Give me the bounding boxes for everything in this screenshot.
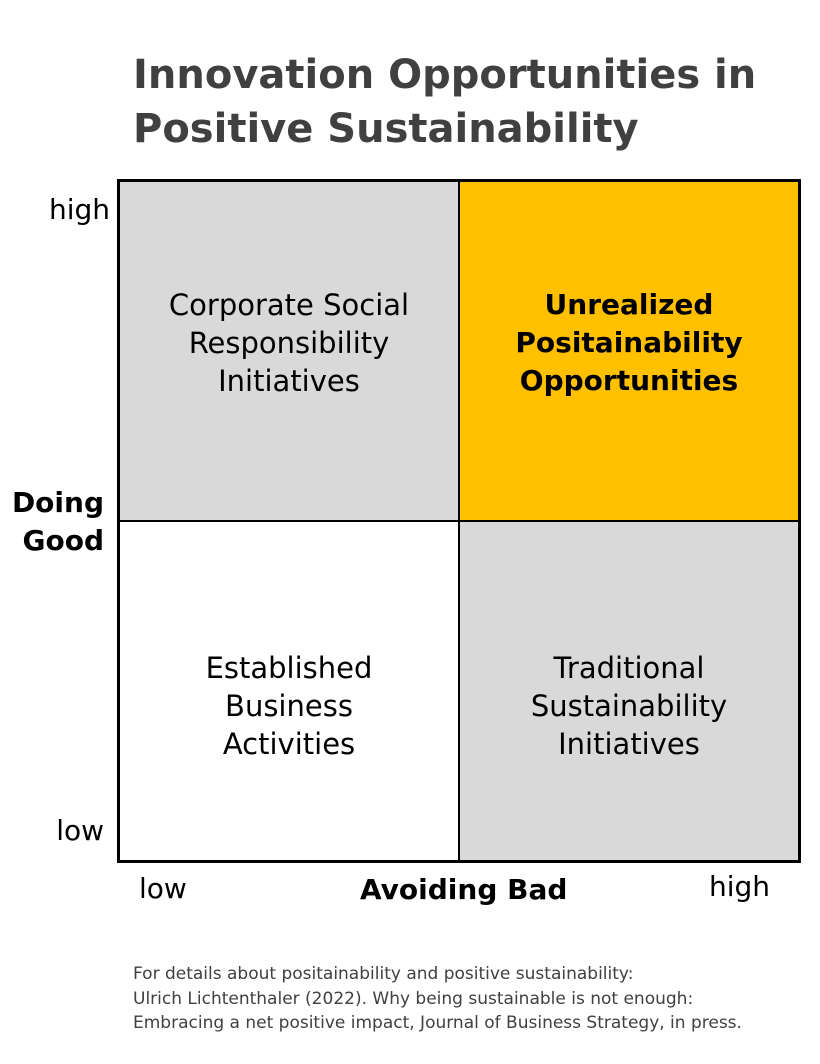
quadrant-bottom-left-line-1: Established	[205, 651, 373, 685]
quadrant-top-left-line-2: Responsibility	[188, 326, 390, 360]
title-line-2: Positive Sustainability	[133, 106, 639, 152]
quadrant-bottom-left-line-2: Business	[225, 689, 353, 723]
quadrant-top-right-line-3: Opportunities	[519, 364, 739, 397]
source-line-2: Ulrich Lichtenthaler (2022). Why being s…	[133, 988, 694, 1009]
x-axis-label: Avoiding Bad	[360, 873, 568, 906]
quadrant-top-right-line-1: Unrealized	[544, 288, 714, 321]
x-axis-high-label: high	[709, 870, 771, 903]
quadrant-bottom-left: Established Business Activities	[120, 521, 459, 860]
y-axis-label: Doing Good	[12, 484, 104, 560]
diagram-title: Innovation Opportunities in Positive Sus…	[133, 48, 793, 156]
quadrant-bottom-right-line-1: Traditional	[553, 651, 705, 685]
quadrant-bottom-right-line-2: Sustainability	[530, 689, 728, 723]
quadrant-top-left-line-3: Initiatives	[218, 364, 360, 398]
quadrant-top-left: Corporate Social Responsibility Initiati…	[120, 182, 459, 521]
y-axis-label-line-2: Good	[22, 524, 105, 557]
title-line-1: Innovation Opportunities in	[133, 52, 757, 98]
y-axis-high-label: high	[48, 193, 110, 226]
quadrant-top-right-line-2: Positainability	[515, 326, 743, 359]
y-axis-low-label: low	[56, 814, 104, 847]
quadrant-bottom-right-line-3: Initiatives	[558, 727, 700, 761]
x-axis-low-label: low	[139, 872, 187, 905]
quadrant-top-right: Unrealized Positainability Opportunities	[459, 182, 798, 521]
y-axis-label-line-1: Doing	[11, 486, 104, 519]
source-line-1: For details about positainability and po…	[133, 964, 634, 984]
source-line-3: Embracing a net positive impact, Journal…	[133, 1013, 742, 1033]
quadrant-bottom-right: Traditional Sustainability Initiatives	[459, 521, 798, 860]
quadrant-bottom-left-line-3: Activities	[222, 727, 356, 761]
two-by-two-matrix: Corporate Social Responsibility Initiati…	[117, 179, 801, 863]
source-note: For details about positainability and po…	[133, 962, 742, 1036]
quadrant-top-left-line-1: Corporate Social	[168, 288, 410, 322]
